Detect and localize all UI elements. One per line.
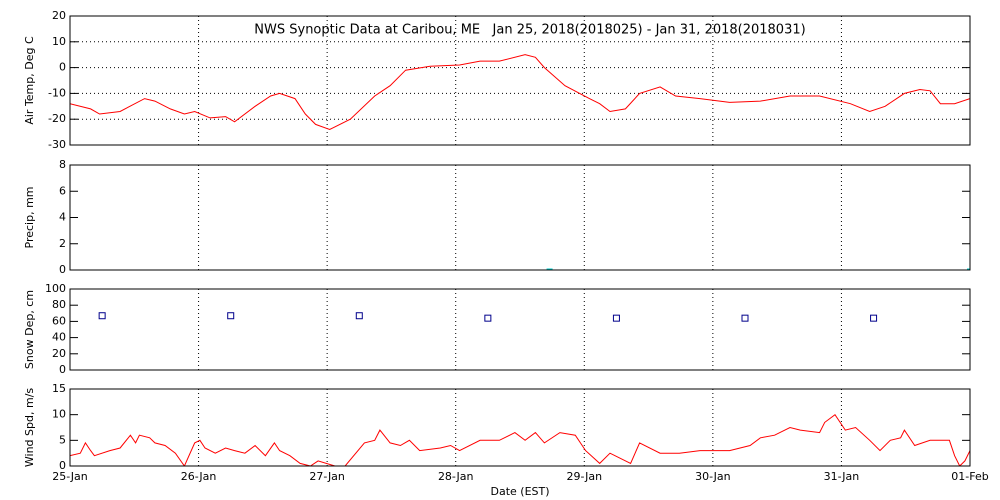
y-tick-label: 20 [52,9,66,22]
y-tick-label: 0 [59,363,66,376]
x-tick-label: 27-Jan [309,470,345,483]
plot [546,268,970,270]
marker [741,314,749,322]
x-tick-label: 25-Jan [52,470,88,483]
y-axis-label: Wind Spd, m/s [23,388,36,468]
y-tick-label: 10 [52,35,66,48]
frame [69,288,971,371]
x-tick-label: 29-Jan [567,470,603,483]
y-tick-label: 4 [59,211,66,224]
x-tick-label: 26-Jan [181,470,217,483]
y-tick-label: 100 [45,282,66,295]
y-tick-label: 0 [59,61,66,74]
y-tick-label: 15 [52,382,66,395]
y-axis-label: Precip, mm [23,187,36,249]
y-tick-label: -10 [48,86,66,99]
x-tick-label: 31-Jan [824,470,860,483]
y-tick-label: -20 [48,112,66,125]
x-tick-label: 30-Jan [695,470,731,483]
x-axis-label: Date (EST) [490,485,549,498]
y-tick-label: 2 [59,237,66,250]
chart-title: NWS Synoptic Data at Caribou, ME Jan 25,… [254,23,805,38]
y-tick-label: 6 [59,184,66,197]
marker [355,312,363,320]
x-tick-label: 01-Feb [951,470,988,483]
y-tick-label: -30 [48,138,66,151]
y-tick-label: 0 [59,459,66,472]
y-tick-label: 10 [52,408,66,421]
frame [69,388,971,467]
bar [546,268,553,270]
frame [69,15,971,146]
y-tick-label: 80 [52,298,66,311]
frame [69,164,971,271]
y-tick-label: 8 [59,158,66,171]
bar [967,268,970,270]
marker [227,312,235,320]
marker [98,312,106,320]
marker [484,314,492,322]
y-tick-label: 0 [59,263,66,276]
y-tick-label: 40 [52,331,66,344]
x-tick-label: 28-Jan [438,470,474,483]
marker [612,314,620,322]
plot [70,54,970,131]
y-tick-label: 5 [59,433,66,446]
marker [870,314,878,322]
plot [70,413,970,466]
y-tick-label: 20 [52,347,66,360]
line [70,54,970,131]
line [70,413,970,466]
y-axis-label: Air Temp, Deg C [23,36,36,125]
plot [98,312,878,322]
y-axis-label: Snow Dep, cm [23,290,36,369]
y-tick-label: 60 [52,314,66,327]
